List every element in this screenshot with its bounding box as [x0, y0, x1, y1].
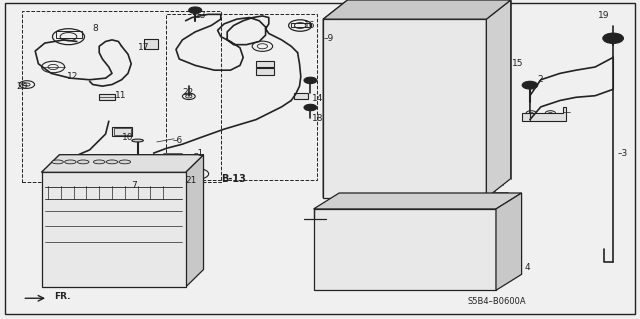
Circle shape	[304, 77, 317, 84]
Bar	[99, 94, 115, 100]
Text: –3: –3	[618, 149, 628, 158]
Polygon shape	[42, 172, 186, 287]
Circle shape	[603, 33, 623, 43]
Bar	[325, 220, 484, 285]
Text: FR.: FR.	[54, 292, 71, 301]
Text: 8: 8	[93, 24, 99, 33]
Bar	[331, 229, 479, 282]
Text: B-13: B-13	[221, 174, 246, 184]
Polygon shape	[314, 209, 496, 290]
Text: 13: 13	[195, 11, 207, 20]
Polygon shape	[323, 0, 348, 198]
Text: 19: 19	[598, 11, 610, 20]
Text: 2: 2	[538, 75, 543, 84]
Polygon shape	[486, 0, 511, 198]
Bar	[291, 23, 310, 27]
Text: –9: –9	[323, 34, 333, 43]
Circle shape	[522, 81, 538, 89]
Ellipse shape	[119, 160, 131, 164]
Text: 20: 20	[16, 82, 28, 91]
Text: 14: 14	[312, 94, 324, 103]
Text: 16: 16	[304, 21, 316, 30]
Bar	[294, 93, 308, 99]
Polygon shape	[186, 155, 204, 287]
Ellipse shape	[65, 160, 76, 164]
Ellipse shape	[77, 160, 89, 164]
Bar	[144, 39, 158, 49]
Ellipse shape	[106, 160, 118, 164]
Bar	[56, 31, 82, 38]
Polygon shape	[42, 155, 204, 172]
Bar	[395, 112, 415, 130]
Bar	[114, 128, 131, 135]
Text: 17: 17	[138, 43, 149, 52]
Ellipse shape	[93, 160, 105, 164]
Text: 21: 21	[186, 176, 197, 185]
Polygon shape	[323, 0, 511, 19]
Polygon shape	[522, 107, 566, 121]
Circle shape	[304, 104, 317, 111]
Text: 12: 12	[67, 72, 79, 81]
Bar	[112, 127, 132, 136]
Bar	[256, 61, 274, 67]
Text: 7: 7	[131, 181, 137, 189]
Text: 4: 4	[525, 263, 531, 272]
Text: S5B4–B0600A: S5B4–B0600A	[467, 297, 526, 306]
Bar	[166, 14, 317, 180]
Text: 15: 15	[512, 59, 524, 68]
Bar	[339, 27, 470, 190]
Ellipse shape	[52, 160, 63, 164]
Circle shape	[189, 7, 202, 13]
Text: 18: 18	[312, 114, 324, 122]
Bar	[256, 68, 274, 75]
Text: 5: 5	[358, 11, 364, 20]
Ellipse shape	[132, 139, 143, 142]
Text: –6: –6	[173, 136, 183, 145]
Text: 10: 10	[122, 133, 133, 142]
Text: 22: 22	[182, 88, 194, 97]
Bar	[22, 11, 221, 182]
Polygon shape	[323, 19, 486, 198]
Polygon shape	[42, 155, 204, 172]
Polygon shape	[314, 193, 522, 209]
Polygon shape	[496, 193, 522, 290]
Text: –1: –1	[193, 149, 204, 158]
Text: 11: 11	[115, 91, 127, 100]
